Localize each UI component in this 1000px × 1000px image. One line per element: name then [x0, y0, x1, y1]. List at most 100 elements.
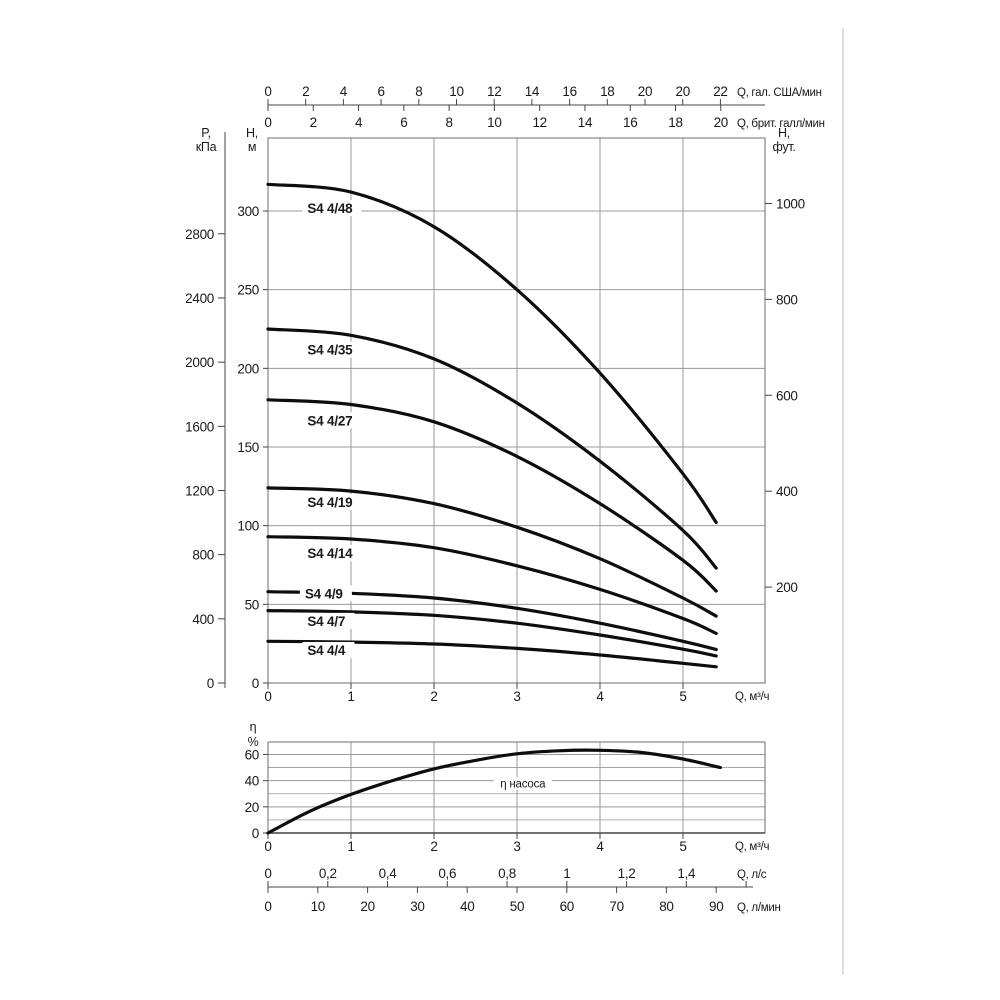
- lmin-tick-label: 10: [311, 899, 325, 914]
- ls-tick-label: 1,4: [677, 866, 696, 881]
- curve-label-mask: [302, 612, 355, 629]
- lmin-tick-label: 80: [659, 899, 673, 914]
- imp-gal-tick-label: 18: [668, 115, 682, 130]
- flow-tick-label: 2: [430, 689, 437, 704]
- us-gal-tick-label: 2: [302, 84, 309, 99]
- flow-tick-label: 0: [264, 839, 271, 854]
- pressure-tick-label: 2800: [185, 227, 214, 242]
- feet-axis-header: H,: [778, 126, 790, 140]
- eff-tick-label: 60: [245, 747, 259, 762]
- curve-label: S4 4/27: [307, 413, 352, 428]
- imp-gal-tick-label: 10: [487, 115, 501, 130]
- curve-S4-4-48: [266, 182, 718, 525]
- imp-gal-tick-label: 16: [623, 115, 637, 130]
- us-gal-axis-header: Q, гал. США/мин: [737, 87, 822, 99]
- feet-tick-label: 600: [776, 388, 798, 403]
- us-gal-tick-label: 6: [377, 84, 384, 99]
- lmin-tick-label: 30: [410, 899, 424, 914]
- ls-tick-label: 1,2: [618, 866, 636, 881]
- flow-tick-label: 1: [347, 689, 354, 704]
- lmin-axis-header: Q, л/мин: [737, 902, 781, 914]
- lmin-tick-label: 0: [264, 899, 271, 914]
- main-chart: 300250200150100500H,м2800240020001600120…: [185, 126, 805, 704]
- ls-tick-label: 0,6: [438, 866, 456, 881]
- lmin-tick-label: 90: [709, 899, 723, 914]
- curve-S4-4-35: [266, 327, 718, 570]
- pressure-tick-label: 400: [192, 612, 214, 627]
- pressure-tick-label: 2000: [185, 355, 214, 370]
- lmin-tick-label: 70: [609, 899, 623, 914]
- curve-label-mask: [302, 412, 362, 429]
- imp-gal-tick-label: 20: [714, 115, 728, 130]
- imp-gal-axis-header: Q, брит. галл/мин: [737, 118, 825, 130]
- ls-axis-header: Q, л/с: [737, 869, 767, 881]
- curve-label: S4 4/4: [307, 643, 346, 658]
- us-gal-tick-label: 0: [264, 84, 271, 99]
- curve-S4-4-14: [266, 535, 718, 635]
- curve-label: S4 4/48: [307, 201, 353, 216]
- head-tick-label: 250: [237, 283, 259, 298]
- head-tick-label: 50: [245, 597, 259, 612]
- eta-label-mask: [493, 776, 552, 790]
- eff-tick-label: 40: [245, 774, 259, 789]
- imp-gal-tick-label: 12: [532, 115, 546, 130]
- head-axis-header: м: [248, 140, 256, 154]
- flow-tick-label: 0: [264, 689, 271, 704]
- curve-label-mask: [302, 641, 355, 658]
- head-tick-label: 200: [237, 361, 259, 376]
- us-gal-tick-label: 12: [487, 84, 501, 99]
- bottom-flow-scales: 0 0,2 0,4 0,6 0,8 1 1,2 1,4 Q, л/с 0 10 20 30 40 50 60 7…: [264, 866, 780, 914]
- curve-label: S4 4/9: [305, 586, 343, 601]
- us-gal-tick-label: 16: [562, 84, 576, 99]
- pump-curves: S4 4/48 S4 4/35 S4 4/27 S4 4/19 S4 4/14 S4 4/…: [266, 182, 718, 669]
- ls-tick-label: 1: [563, 866, 570, 881]
- us-gal-tick-label: 20: [638, 84, 652, 99]
- eff-axis-header: %: [248, 735, 259, 749]
- curve-efficiency: [266, 748, 722, 835]
- pressure-tick-label: 0: [207, 676, 214, 691]
- lmin-tick-label: 20: [360, 899, 374, 914]
- curve-S4-4-27: [266, 398, 718, 593]
- eff-tick-label: 0: [252, 826, 259, 841]
- imp-gal-tick-label: 6: [400, 115, 407, 130]
- curve-S4-4-19: [266, 486, 718, 618]
- imp-gal-tick-label: 14: [578, 115, 593, 130]
- curve-label-mask: [299, 585, 352, 602]
- pressure-axis-header: кПа: [196, 140, 217, 154]
- curve-label-mask: [302, 199, 362, 216]
- top-flow-scales: 0 2 4 6 8 10 12 14 16 18 20 20 22 Q, гал. США/мин 0 2 4 6…: [264, 84, 825, 130]
- lmin-tick-label: 60: [560, 899, 574, 914]
- feet-tick-label: 200: [776, 580, 798, 595]
- flow-tick-label: 2: [430, 839, 437, 854]
- pressure-axis-header: P,: [201, 126, 211, 140]
- flow-tick-label: 5: [679, 689, 686, 704]
- feet-axis-header: фут.: [772, 140, 795, 154]
- flow-axis-header: Q, м³/ч: [735, 691, 769, 703]
- us-gal-tick-label: 14: [525, 84, 540, 99]
- feet-tick-label: 800: [776, 292, 798, 307]
- head-tick-label: 300: [237, 204, 259, 219]
- flow-tick-label: 3: [513, 689, 520, 704]
- us-gal-tick-label: 22: [713, 84, 727, 99]
- lmin-tick-label: 50: [510, 899, 524, 914]
- eff-tick-label: 20: [245, 800, 259, 815]
- feet-tick-label: 400: [776, 484, 798, 499]
- us-gal-tick-label: 18: [600, 84, 614, 99]
- imp-gal-tick-label: 8: [446, 115, 453, 130]
- us-gal-tick-label: 10: [449, 84, 463, 99]
- head-axis-header: H,: [246, 126, 258, 140]
- flow-tick-label: 1: [347, 839, 354, 854]
- pressure-tick-label: 1200: [185, 483, 214, 498]
- pressure-tick-label: 1600: [185, 419, 214, 434]
- ls-tick-label: 0: [264, 866, 271, 881]
- feet-tick-label: 1000: [776, 196, 805, 211]
- us-gal-tick-label: 8: [415, 84, 422, 99]
- efficiency-curve-label: η насоса: [500, 778, 546, 790]
- curve-label: S4 4/7: [307, 614, 345, 629]
- curve-label: S4 4/14: [307, 546, 353, 561]
- flow-tick-label: 4: [596, 839, 604, 854]
- head-tick-label: 100: [237, 519, 259, 534]
- eff-axis-header: η: [250, 720, 257, 734]
